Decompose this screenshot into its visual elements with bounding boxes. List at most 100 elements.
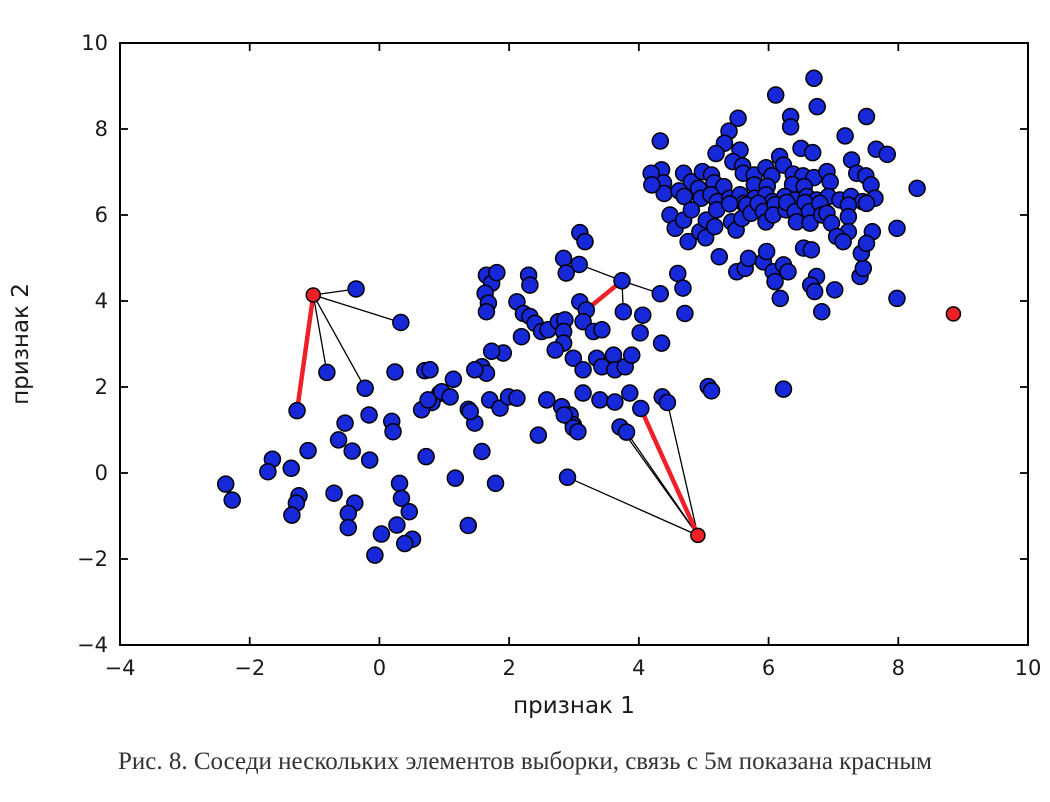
data-point	[390, 474, 409, 493]
neighbor-edge	[312, 294, 366, 389]
neighbor-edge	[312, 294, 328, 373]
data-point	[857, 194, 876, 213]
data-point	[366, 546, 384, 564]
data-point	[813, 303, 831, 321]
data-point	[766, 86, 785, 104]
data-point	[808, 97, 826, 116]
data-point	[617, 423, 636, 441]
data-point	[632, 399, 650, 418]
data-point	[679, 232, 697, 251]
data-point	[473, 442, 491, 461]
neighbor-edge	[625, 431, 699, 536]
data-point	[729, 109, 747, 127]
data-point	[570, 255, 588, 274]
data-point	[857, 234, 876, 253]
data-point	[613, 272, 631, 290]
y-tick-label: 2	[95, 375, 108, 399]
data-point	[508, 389, 526, 407]
neighbor-edge	[313, 294, 402, 324]
data-point	[459, 516, 478, 535]
data-point	[529, 426, 548, 444]
data-point	[395, 534, 414, 553]
data-point	[466, 361, 484, 379]
data-point	[555, 406, 574, 424]
data-point	[771, 289, 789, 308]
data-point	[631, 324, 649, 342]
data-point	[223, 491, 241, 509]
data-point	[878, 145, 897, 164]
data-point	[779, 263, 797, 281]
data-point	[343, 442, 361, 460]
data-point	[591, 391, 609, 409]
data-point	[360, 406, 378, 424]
data-point	[781, 118, 800, 136]
data-point	[888, 289, 906, 308]
data-point	[702, 382, 721, 400]
data-point	[356, 379, 374, 398]
data-point	[651, 132, 670, 150]
data-point	[652, 334, 671, 352]
data-point	[486, 474, 505, 493]
data-point	[675, 187, 694, 206]
data-point	[299, 441, 317, 460]
data-point	[482, 342, 501, 361]
data-point	[705, 217, 724, 236]
data-point	[614, 303, 633, 321]
data-point	[651, 284, 670, 303]
query-point	[690, 527, 706, 544]
y-tick-label: 6	[95, 203, 108, 227]
data-point	[621, 384, 639, 402]
data-point	[461, 402, 479, 421]
data-point	[676, 304, 694, 323]
data-point	[558, 468, 577, 487]
data-point	[774, 380, 793, 398]
data-point	[682, 201, 701, 219]
data-point	[739, 249, 758, 268]
data-point	[658, 393, 677, 412]
figure-caption: Рис. 8. Соседи нескольких элементов выбо…	[117, 748, 932, 775]
data-point	[216, 475, 235, 493]
data-point	[574, 361, 592, 379]
data-point	[593, 321, 611, 339]
data-point	[805, 69, 823, 88]
data-point	[336, 414, 354, 432]
data-point	[446, 469, 465, 487]
data-point	[803, 143, 822, 162]
data-point	[606, 393, 624, 411]
data-point	[259, 462, 277, 481]
data-point	[720, 195, 739, 213]
y-tick-label: −4	[77, 633, 108, 657]
y-tick-label: 8	[95, 117, 108, 141]
data-point	[339, 518, 358, 537]
x-tick-label: 2	[502, 656, 515, 680]
data-point	[557, 264, 575, 282]
data-point	[392, 489, 411, 508]
data-point	[707, 144, 725, 163]
data-point	[388, 516, 406, 534]
data-point	[710, 247, 729, 266]
data-point	[488, 263, 506, 282]
query-point	[305, 287, 322, 303]
data-point	[288, 401, 306, 420]
x-tick-label: 10	[1015, 656, 1042, 680]
data-point	[633, 306, 652, 324]
data-point	[839, 207, 858, 226]
data-point	[569, 422, 587, 441]
query-point	[945, 306, 962, 322]
data-point	[325, 484, 343, 502]
data-point	[444, 370, 463, 389]
data-point	[554, 249, 573, 268]
data-point	[392, 313, 410, 332]
data-point	[834, 232, 852, 251]
data-point	[521, 276, 539, 294]
x-tick-label: 0	[373, 656, 386, 680]
data-point	[564, 349, 583, 367]
data-point	[419, 391, 437, 409]
x-tick-label: −4	[105, 656, 136, 680]
data-point	[757, 242, 776, 261]
data-point	[696, 229, 715, 247]
data-point	[574, 384, 592, 402]
data-point	[857, 107, 876, 126]
fifth-neighbor-edge	[294, 294, 316, 411]
